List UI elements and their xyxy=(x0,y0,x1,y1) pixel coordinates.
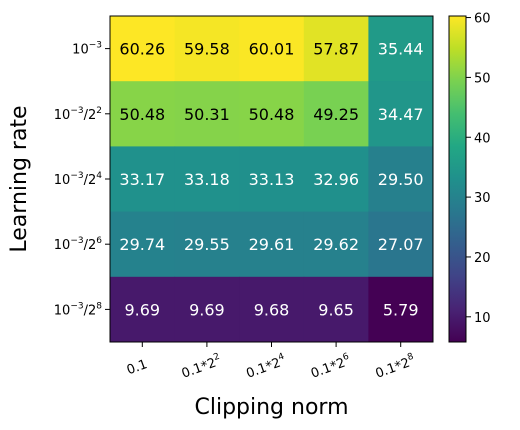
heatmap-cell xyxy=(239,276,305,343)
cell-value-label: 34.47 xyxy=(378,105,424,124)
x-tick-label: 0.1*28 xyxy=(373,352,418,382)
heatmap-cell xyxy=(368,81,434,147)
y-tick-label: 10−3/22 xyxy=(54,106,102,123)
heatmap-cell xyxy=(110,146,176,213)
cell-value-label: 9.68 xyxy=(254,300,290,319)
heatmap-cell xyxy=(368,146,434,213)
heatmap-cell xyxy=(239,81,305,147)
heatmap-cell xyxy=(110,81,176,147)
cell-value-label: 29.62 xyxy=(313,235,359,254)
colorbar-tick-label: 60 xyxy=(474,12,491,27)
x-tick-label: 0.1*24 xyxy=(244,352,289,382)
cell-value-label: 33.18 xyxy=(184,170,230,189)
colorbar-ticks: 10 20 30 40 50 60 xyxy=(466,12,491,326)
heatmap-cell xyxy=(303,276,369,343)
heatmap-cell xyxy=(110,276,176,343)
cell-value-label: 49.25 xyxy=(313,105,359,124)
y-tick-label: 10−3/26 xyxy=(54,236,102,253)
cell-value-label: 33.13 xyxy=(249,170,295,189)
heatmap-cell xyxy=(239,211,305,278)
x-tick-label: 0.1 xyxy=(125,357,150,378)
y-tick-label: 10−3/24 xyxy=(54,171,102,188)
cell-value-label: 59.58 xyxy=(184,40,230,59)
cell-value-label: 33.17 xyxy=(119,170,165,189)
heatmap-cell xyxy=(110,211,176,278)
y-axis-ticks: 10−3 10−3/22 10−3/24 10−3/26 10−3/28 xyxy=(54,41,110,318)
colorbar-tick-label: 10 xyxy=(474,311,491,326)
heatmap-cell xyxy=(239,146,305,213)
x-tick-label: 0.1*22 xyxy=(179,352,224,382)
cell-value-label: 29.55 xyxy=(184,235,230,254)
cell-value-label: 9.65 xyxy=(318,300,354,319)
heatmap-cells xyxy=(110,16,434,343)
heatmap-cell xyxy=(174,276,240,343)
cell-value-label: 60.26 xyxy=(119,40,165,59)
cell-value-label: 60.01 xyxy=(249,40,295,59)
cell-value-label: 57.87 xyxy=(313,40,359,59)
cell-value-label: 5.79 xyxy=(383,300,419,319)
cell-value-label: 29.61 xyxy=(249,235,295,254)
colorbar xyxy=(448,15,467,343)
y-tick-label: 10−3 xyxy=(72,41,102,58)
heatmap-cell xyxy=(303,146,369,213)
cell-value-label: 50.48 xyxy=(119,105,165,124)
cell-value-label: 27.07 xyxy=(378,235,424,254)
heatmap-cell-labels: 60.26 59.58 60.01 57.87 35.44 50.48 50.31 50.48… xyxy=(119,40,423,320)
cell-value-label: 29.50 xyxy=(378,170,424,189)
y-axis-label: Learning rate xyxy=(7,105,32,252)
heatmap-cell xyxy=(239,16,305,82)
heatmap-cell xyxy=(303,211,369,278)
cell-value-label: 9.69 xyxy=(189,300,225,319)
heatmap-cell xyxy=(174,211,240,278)
cell-value-label: 32.96 xyxy=(313,170,359,189)
cell-value-label: 50.31 xyxy=(184,105,230,124)
colorbar-tick-label: 30 xyxy=(474,191,491,206)
colorbar-tick-label: 50 xyxy=(474,71,491,86)
y-tick-label: 10−3/28 xyxy=(54,301,102,318)
heatmap-cell xyxy=(174,146,240,213)
heatmap-cell xyxy=(368,16,434,82)
colorbar-tick-label: 40 xyxy=(474,131,491,146)
heatmap-cell xyxy=(174,81,240,147)
heatmap-cell xyxy=(368,211,434,278)
heatmap-cell xyxy=(174,16,240,82)
heatmap-cell xyxy=(368,276,434,343)
heatmap-cell xyxy=(303,81,369,147)
cell-value-label: 35.44 xyxy=(378,40,424,59)
cell-value-label: 9.69 xyxy=(124,300,160,319)
cell-value-label: 29.74 xyxy=(119,235,165,254)
cell-value-label: 50.48 xyxy=(249,105,295,124)
x-axis-label: Clipping norm xyxy=(194,395,348,420)
colorbar-tick-label: 20 xyxy=(474,251,491,266)
x-axis-ticks: 0.1 0.1*22 0.1*24 0.1*26 0.1*28 xyxy=(125,342,418,382)
x-tick-label: 0.1*26 xyxy=(308,352,353,382)
heatmap-cell xyxy=(110,16,176,82)
heatmap-cell xyxy=(303,16,369,82)
